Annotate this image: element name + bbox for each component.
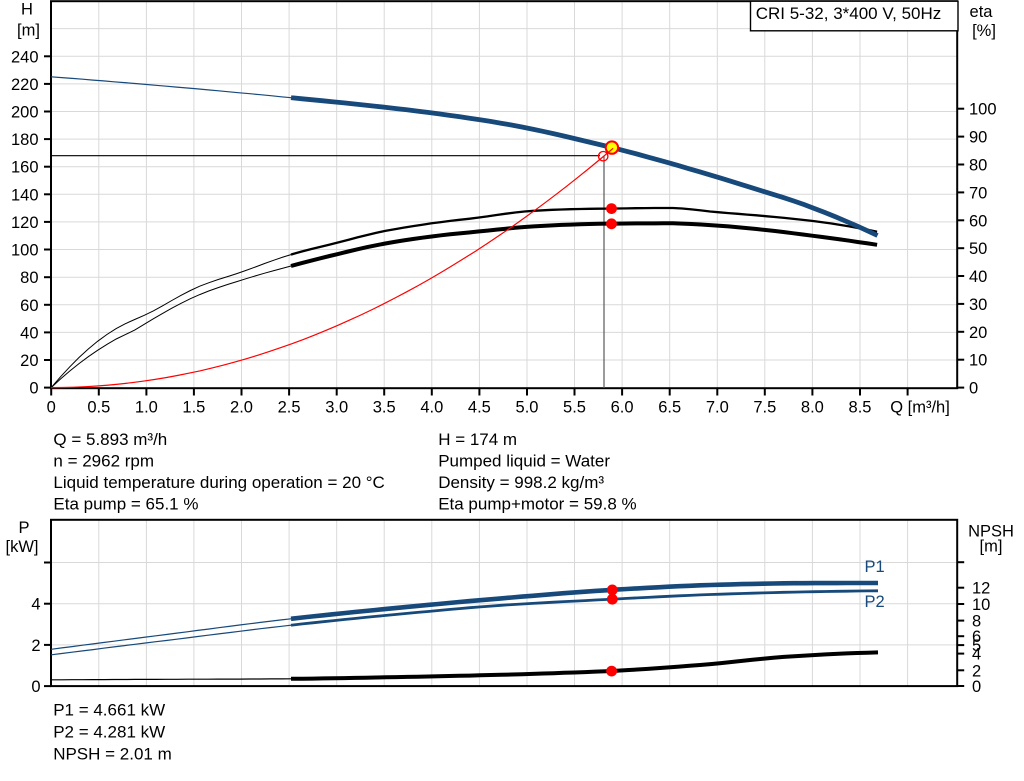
svg-text:4: 4: [972, 646, 981, 664]
svg-text:220: 220: [11, 76, 39, 94]
svg-text:30: 30: [969, 296, 987, 314]
svg-text:CRI 5-32, 3*400 V, 50Hz: CRI 5-32, 3*400 V, 50Hz: [756, 4, 942, 23]
svg-text:50: 50: [969, 240, 987, 258]
svg-text:4: 4: [31, 596, 40, 614]
svg-text:100: 100: [969, 101, 997, 119]
svg-text:Liquid temperature during oper: Liquid temperature during operation = 20…: [53, 473, 384, 492]
svg-text:Q = 5.893 m³/h: Q = 5.893 m³/h: [53, 430, 167, 449]
svg-text:5.5: 5.5: [563, 399, 586, 417]
svg-text:200: 200: [11, 104, 39, 122]
svg-text:[kW]: [kW]: [6, 538, 39, 556]
svg-text:Eta pump = 65.1 %: Eta pump = 65.1 %: [53, 494, 198, 513]
svg-text:1.0: 1.0: [135, 399, 158, 417]
svg-text:H: H: [21, 1, 33, 19]
svg-text:20: 20: [20, 352, 38, 370]
svg-text:5: 5: [972, 637, 981, 655]
svg-text:40: 40: [969, 268, 987, 286]
svg-text:6: 6: [972, 628, 981, 646]
svg-text:80: 80: [20, 269, 38, 287]
svg-text:100: 100: [11, 242, 39, 260]
svg-text:140: 140: [11, 186, 39, 204]
svg-text:P: P: [18, 519, 29, 537]
svg-text:60: 60: [969, 212, 987, 230]
svg-text:5.0: 5.0: [516, 399, 539, 417]
svg-text:160: 160: [11, 159, 39, 177]
svg-text:0: 0: [47, 399, 56, 417]
svg-text:0: 0: [29, 380, 38, 398]
svg-text:P2: P2: [865, 593, 885, 611]
svg-text:12: 12: [972, 580, 990, 598]
svg-text:7.0: 7.0: [706, 399, 729, 417]
svg-text:4.5: 4.5: [468, 399, 491, 417]
svg-text:1.5: 1.5: [182, 399, 205, 417]
svg-text:[%]: [%]: [972, 22, 996, 40]
svg-text:90: 90: [969, 129, 987, 147]
svg-text:0.5: 0.5: [87, 399, 110, 417]
svg-text:2: 2: [972, 662, 981, 680]
svg-text:7.5: 7.5: [753, 399, 776, 417]
svg-text:Q [m³/h]: Q [m³/h]: [890, 399, 950, 417]
svg-text:180: 180: [11, 131, 39, 149]
svg-text:NPSH = 2.01 m: NPSH = 2.01 m: [53, 744, 172, 763]
svg-text:2.0: 2.0: [230, 399, 253, 417]
svg-text:70: 70: [969, 184, 987, 202]
svg-text:H = 174 m: H = 174 m: [438, 430, 517, 449]
svg-text:10: 10: [969, 352, 987, 370]
svg-text:P1: P1: [865, 558, 885, 576]
svg-text:6.5: 6.5: [658, 399, 681, 417]
svg-text:4.0: 4.0: [420, 399, 443, 417]
svg-text:240: 240: [11, 48, 39, 66]
svg-text:P2 = 4.281 kW: P2 = 4.281 kW: [53, 723, 165, 742]
svg-text:0: 0: [31, 678, 40, 696]
svg-text:2.5: 2.5: [278, 399, 301, 417]
svg-text:3.5: 3.5: [373, 399, 396, 417]
svg-text:eta: eta: [970, 3, 994, 21]
svg-text:0: 0: [972, 678, 981, 696]
svg-text:Pumped liquid = Water: Pumped liquid = Water: [438, 451, 610, 470]
svg-text:8.5: 8.5: [849, 399, 872, 417]
svg-text:3.0: 3.0: [325, 399, 348, 417]
svg-text:6.0: 6.0: [611, 399, 634, 417]
svg-text:0: 0: [969, 380, 978, 398]
svg-text:80: 80: [969, 157, 987, 175]
svg-text:n = 2962 rpm: n = 2962 rpm: [53, 451, 154, 470]
svg-text:40: 40: [20, 324, 38, 342]
svg-text:20: 20: [969, 324, 987, 342]
svg-text:NPSH: NPSH: [968, 522, 1014, 540]
svg-text:[m]: [m]: [980, 538, 1003, 556]
svg-text:[m]: [m]: [17, 22, 40, 40]
svg-text:60: 60: [20, 297, 38, 315]
svg-text:120: 120: [11, 214, 39, 232]
svg-text:10: 10: [972, 596, 990, 614]
svg-text:8.0: 8.0: [801, 399, 824, 417]
svg-text:8: 8: [972, 613, 981, 631]
svg-text:Density = 998.2 kg/m³: Density = 998.2 kg/m³: [438, 473, 604, 492]
svg-text:P1 = 4.661 kW: P1 = 4.661 kW: [53, 701, 165, 720]
svg-text:2: 2: [31, 637, 40, 655]
svg-text:Eta pump+motor = 59.8 %: Eta pump+motor = 59.8 %: [438, 494, 636, 513]
